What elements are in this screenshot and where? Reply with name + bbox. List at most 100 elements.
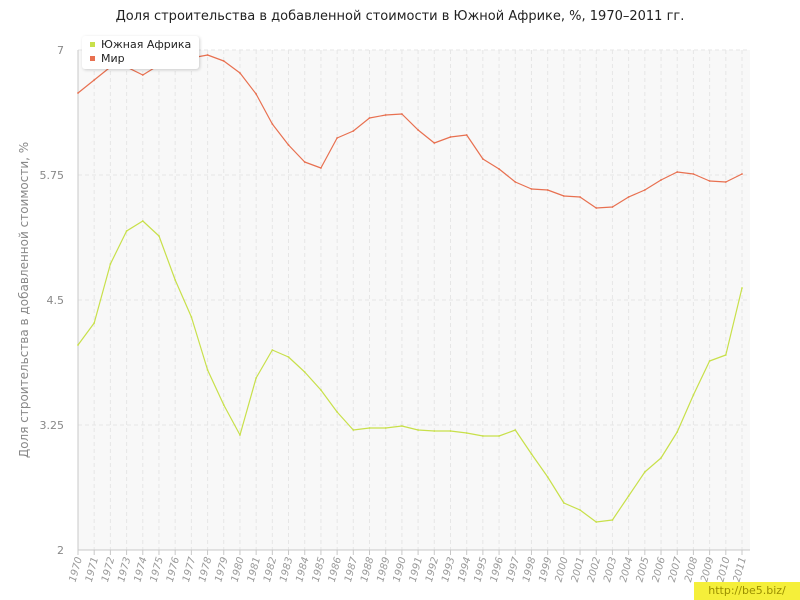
data-point-world: [287, 144, 290, 146]
x-tick-label: 2000: [554, 556, 571, 583]
data-point-world: [465, 134, 468, 136]
x-tick-label: 1994: [456, 556, 473, 583]
legend-item-south-africa[interactable]: Южная Африка: [90, 38, 191, 51]
x-tick-label: 2004: [618, 556, 635, 583]
data-point-south-africa: [724, 354, 727, 356]
data-point-world: [336, 137, 339, 139]
data-point-south-africa: [562, 502, 565, 504]
data-point-south-africa: [660, 457, 662, 459]
x-tick-label: 2005: [635, 556, 652, 583]
data-point-world: [676, 171, 679, 173]
legend-label-south-africa: Южная Африка: [101, 38, 192, 51]
data-point-south-africa: [77, 344, 79, 346]
data-point-south-africa: [255, 377, 258, 379]
data-point-south-africa: [530, 453, 533, 455]
data-point-south-africa: [222, 404, 225, 406]
data-point-south-africa: [708, 360, 711, 362]
axes: [77, 50, 750, 555]
x-tick-label: 1981: [246, 556, 263, 583]
data-point-world: [239, 72, 241, 74]
data-point-world: [546, 189, 549, 191]
data-point-south-africa: [741, 287, 743, 289]
data-point-south-africa: [449, 430, 452, 432]
data-point-world: [514, 181, 517, 183]
x-tick-label: 1970: [68, 556, 85, 583]
data-point-world: [579, 196, 581, 198]
data-point-south-africa: [368, 427, 371, 429]
data-point-world: [708, 180, 711, 182]
x-tick-label: 2006: [651, 556, 668, 583]
chart-title: Доля строительства в добавленной стоимос…: [115, 9, 685, 24]
x-tick-label: 1982: [262, 556, 279, 583]
x-tick-label: 2010: [715, 556, 732, 583]
legend-item-world[interactable]: Мир: [90, 52, 125, 65]
x-tick-label: 1978: [197, 556, 214, 583]
data-point-south-africa: [627, 495, 630, 497]
data-point-south-africa: [352, 429, 355, 431]
data-point-south-africa: [206, 369, 209, 371]
x-tick-label: 1997: [505, 555, 522, 583]
x-tick-label: 1990: [392, 556, 409, 583]
data-point-world: [611, 206, 614, 208]
data-point-world: [401, 113, 403, 115]
x-tick-label: 1986: [327, 556, 344, 583]
x-tick-label: 2011: [732, 556, 749, 583]
data-point-south-africa: [239, 434, 241, 436]
data-point-world: [498, 168, 500, 170]
x-tick-label: 1998: [521, 556, 538, 583]
data-point-world: [141, 74, 144, 76]
legend-label-world: Мир: [101, 52, 125, 65]
x-tick-label: 1971: [84, 556, 101, 583]
legend-swatch-south-africa: [90, 42, 95, 47]
data-point-south-africa: [141, 220, 144, 222]
x-tick-label: 1975: [149, 556, 166, 583]
data-point-south-africa: [546, 476, 549, 478]
data-point-world: [741, 173, 743, 175]
data-point-south-africa: [643, 471, 646, 473]
data-point-world: [724, 181, 727, 183]
data-point-south-africa: [384, 427, 387, 429]
data-point-world: [417, 129, 419, 131]
y-tick-label: 5.75: [40, 169, 65, 182]
data-point-world: [303, 161, 306, 163]
data-point-south-africa: [595, 521, 598, 523]
y-tick-label: 4.5: [47, 294, 65, 307]
data-point-south-africa: [465, 432, 468, 434]
data-point-world: [320, 167, 322, 169]
y-tick-label: 7: [57, 44, 64, 57]
watermark-link[interactable]: http://be5.biz/: [694, 582, 800, 600]
x-tick-label: 1988: [359, 556, 376, 583]
x-tick-label: 2002: [586, 556, 603, 583]
y-tick-label: 3.25: [40, 419, 65, 432]
x-tick-label: 2001: [570, 556, 587, 583]
y-tick-labels: 2 3.25 4.5 5.75 7: [40, 44, 65, 557]
data-point-south-africa: [336, 411, 339, 413]
data-point-world: [384, 114, 387, 116]
series-line-south-africa: [77, 220, 743, 523]
legend-swatch-world: [90, 56, 95, 61]
data-point-south-africa: [190, 316, 193, 318]
data-point-world: [352, 130, 355, 132]
legend: Южная Африка Мир: [82, 36, 199, 69]
x-tick-label: 2009: [699, 556, 716, 583]
x-tick-label: 1976: [165, 556, 182, 583]
data-point-south-africa: [676, 431, 679, 433]
x-tick-label: 2003: [602, 556, 619, 583]
data-point-world: [271, 123, 274, 125]
data-point-south-africa: [481, 435, 484, 437]
data-point-world: [433, 142, 436, 144]
data-point-south-africa: [417, 429, 419, 431]
x-tick-label: 1992: [424, 556, 441, 583]
data-point-south-africa: [303, 371, 306, 373]
data-point-world: [368, 117, 371, 119]
data-point-world: [627, 196, 630, 198]
data-point-south-africa: [401, 425, 403, 427]
data-point-world: [660, 179, 662, 181]
data-point-south-africa: [579, 509, 581, 511]
x-tick-label: 1989: [375, 556, 392, 583]
x-tick-label: 1973: [116, 556, 133, 583]
x-tick-label: 1993: [440, 556, 457, 583]
data-point-world: [562, 195, 565, 197]
data-point-world: [449, 136, 452, 138]
data-point-south-africa: [109, 263, 112, 265]
